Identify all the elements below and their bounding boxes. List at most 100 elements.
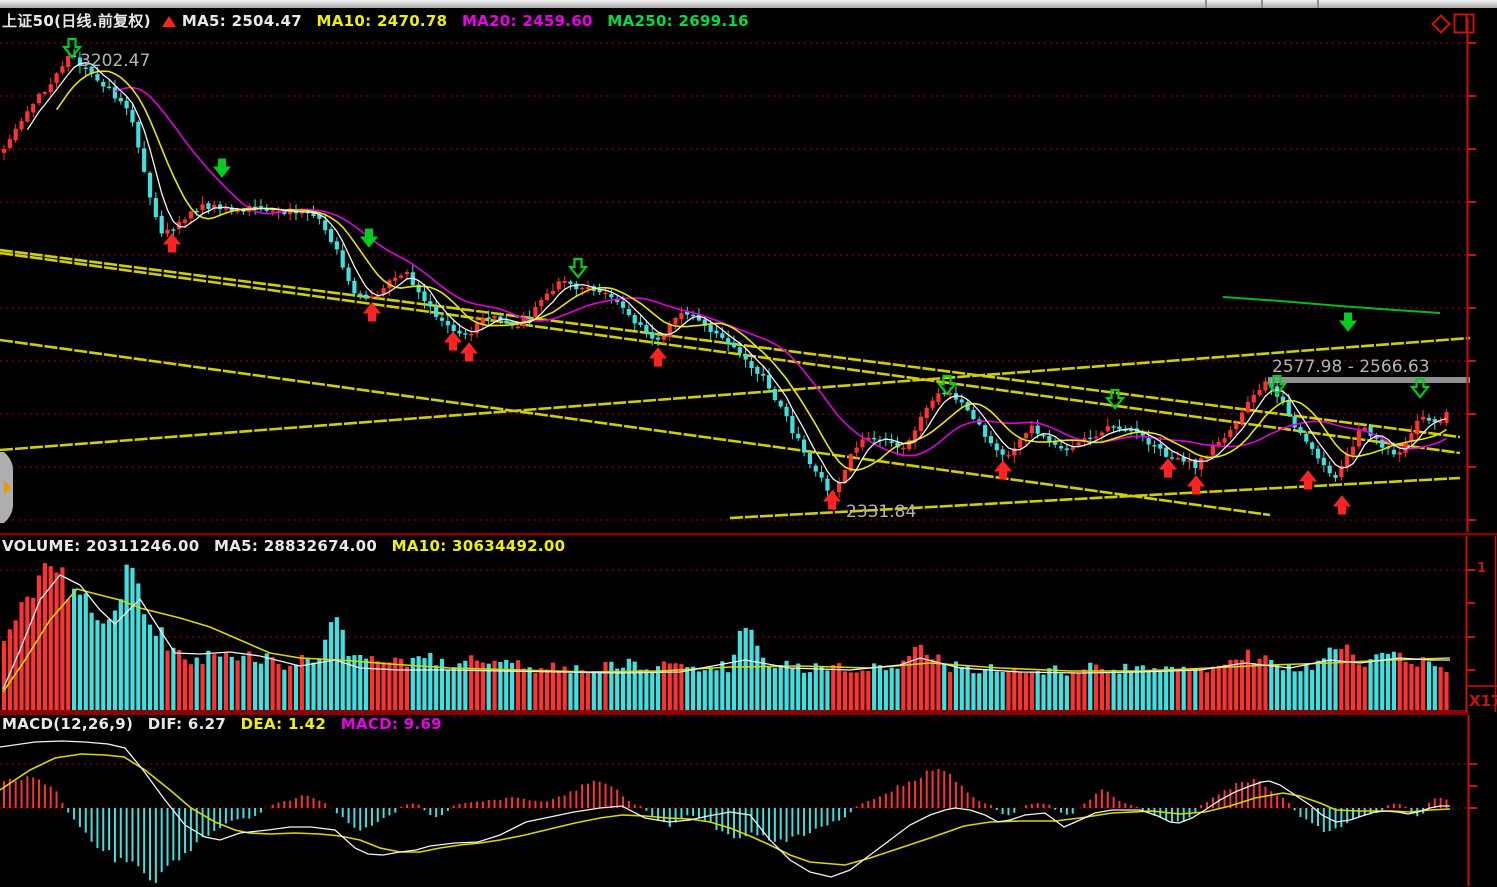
macd-bar — [32, 777, 35, 808]
candle-body — [1426, 417, 1432, 421]
candle-body — [603, 292, 608, 295]
trend-line[interactable] — [729, 476, 1461, 520]
scrollbar-notch — [1261, 0, 1263, 8]
window-layout-icon[interactable] — [1453, 13, 1475, 34]
price-annotations: 3202.47 2331.84 2577.98 - 2566.63 — [80, 51, 1430, 522]
candle-body — [632, 315, 637, 324]
candle-body — [25, 111, 30, 122]
volume-bar — [796, 663, 801, 710]
volume-bar — [883, 670, 888, 710]
volume-bar — [177, 649, 182, 710]
macd-bar — [43, 784, 46, 808]
volume-bar — [603, 661, 608, 710]
candle-body — [112, 87, 118, 99]
trend-line[interactable] — [0, 336, 1471, 452]
ma10-line — [55, 70, 1447, 472]
candle-body — [1409, 433, 1414, 443]
macd-bar — [49, 786, 52, 808]
macd-value: MACD: 9.69 — [340, 715, 442, 733]
candle-body — [1105, 426, 1110, 432]
macd-bar — [1130, 804, 1133, 808]
candle-body — [807, 453, 813, 465]
buy-signal-arrow — [443, 331, 463, 351]
candle-body — [574, 283, 579, 290]
volume-bar — [1251, 662, 1256, 710]
right-axes: 1 X17 — [1465, 18, 1497, 886]
macd-bar — [1293, 808, 1296, 811]
macd-bar — [1246, 782, 1249, 808]
candle-body — [107, 86, 112, 88]
macd-bar — [493, 799, 496, 808]
volume-bar — [1245, 649, 1251, 710]
macd-bar — [248, 808, 251, 819]
macd-bar — [1060, 808, 1063, 813]
candle-body — [428, 301, 433, 307]
macd-bar — [610, 786, 613, 808]
volume-bar — [299, 654, 304, 710]
volume-bar — [1018, 671, 1023, 710]
volume-bar — [19, 602, 24, 710]
macd-bar — [505, 797, 508, 808]
volume-bar — [346, 656, 351, 710]
macd-bar — [838, 808, 841, 821]
candle-body — [661, 335, 667, 340]
macd-bar — [1025, 805, 1027, 808]
macd-bar — [283, 801, 286, 808]
ma5-value: MA5: 2504.47 — [181, 12, 303, 30]
expand-arrow-icon[interactable] — [4, 480, 11, 495]
volume-bar — [1000, 672, 1005, 710]
candle-body — [393, 277, 398, 281]
candle-body — [580, 287, 585, 290]
volume-bar — [860, 670, 865, 710]
candle-body — [1187, 460, 1192, 462]
volume-bar — [188, 664, 193, 710]
macd-bar — [1112, 796, 1115, 808]
trend-line[interactable] — [0, 338, 1271, 517]
volume-bar — [60, 567, 65, 710]
zoom-factor-label[interactable]: X17 — [1469, 692, 1497, 710]
volume-bar — [930, 659, 935, 710]
volume-bar — [352, 655, 357, 710]
macd-bar — [195, 808, 198, 843]
volume-bar — [1269, 659, 1274, 710]
volume-bar — [469, 655, 474, 710]
candle-body — [825, 478, 830, 491]
volume-bar — [1239, 659, 1245, 710]
candle-body — [89, 66, 94, 74]
candle-body — [416, 284, 421, 293]
top-scrollbar[interactable] — [0, 0, 1497, 8]
macd-bar — [20, 780, 23, 808]
candle-body — [1175, 457, 1180, 460]
macd-bar — [458, 803, 461, 808]
candle-body — [1403, 442, 1408, 453]
candle-body — [615, 298, 620, 302]
volume-bar — [1006, 671, 1011, 710]
macd-bar — [662, 808, 665, 823]
trend-line[interactable] — [0, 251, 1461, 455]
candle-body — [1321, 457, 1326, 466]
volume-bar — [31, 597, 36, 710]
macd-bar — [452, 805, 455, 808]
volume-bar — [142, 614, 147, 710]
candle-body — [988, 436, 994, 444]
macd-bar — [884, 793, 887, 808]
candle-body — [895, 442, 900, 448]
candle-body — [784, 406, 789, 417]
candle-body — [655, 337, 661, 340]
macd-bar — [394, 808, 397, 813]
volume-bar — [1397, 652, 1402, 710]
candle-body — [813, 465, 818, 472]
macd-bar — [405, 804, 408, 808]
candle-body — [340, 250, 345, 268]
diamond-icon[interactable] — [1431, 14, 1451, 34]
candlesticks — [1, 48, 1449, 511]
macd-bar — [1036, 803, 1039, 808]
candle-body — [1029, 425, 1034, 434]
volume-bar — [1193, 668, 1198, 710]
volume-bar — [492, 660, 497, 710]
macd-bar — [137, 808, 140, 867]
candle-body — [1123, 429, 1128, 432]
volume-bar — [720, 661, 725, 710]
macd-bar — [931, 770, 934, 808]
